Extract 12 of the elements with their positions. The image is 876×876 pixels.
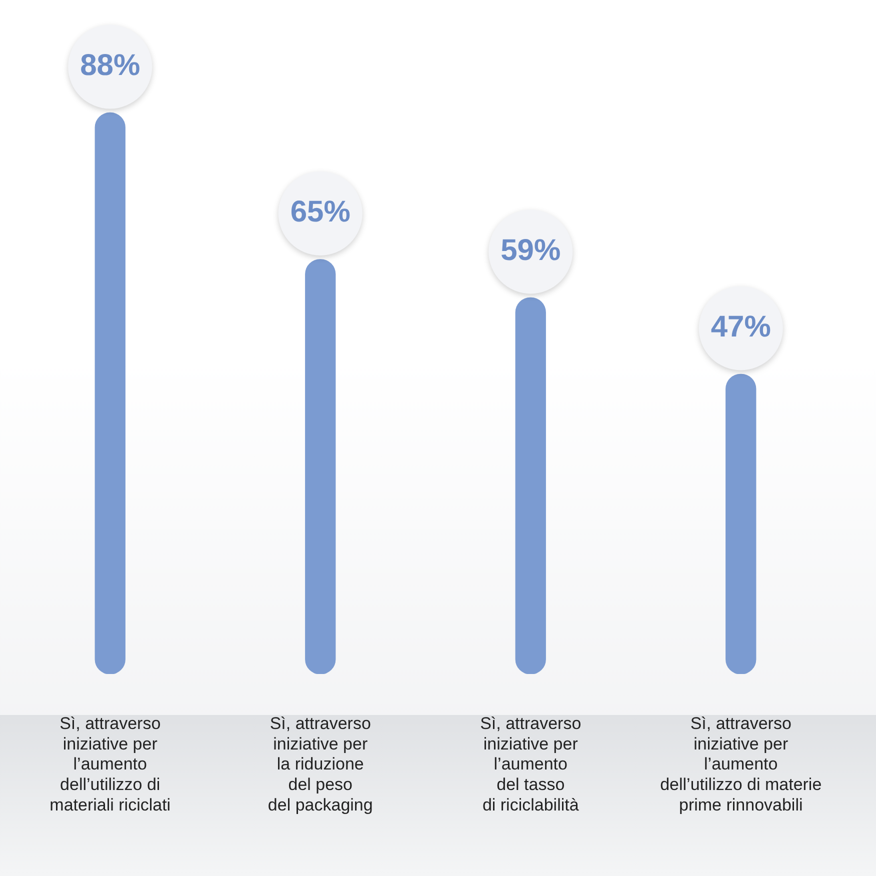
x-tick-label: Sì, attraverso iniziative per l’aumento dell’utilizzo di materiali riciclati <box>50 714 171 814</box>
bar <box>726 374 756 674</box>
x-tick-label: Sì, attraverso iniziative per l’aumento dell’utilizzo di materie prime rinnovabili <box>660 714 822 814</box>
bar <box>305 259 336 674</box>
x-tick-label: Sì, attraverso iniziative per l’aumento del tasso di riciclabilità <box>480 714 582 814</box>
bar <box>515 297 546 674</box>
data-label: 65% <box>290 196 350 229</box>
data-label: 88% <box>80 49 140 82</box>
data-label: 59% <box>500 234 561 267</box>
bar <box>94 112 126 674</box>
data-label: 47% <box>710 310 771 344</box>
x-tick-label: Sì, attraverso iniziative per la riduzione del peso del packaging <box>268 714 373 814</box>
